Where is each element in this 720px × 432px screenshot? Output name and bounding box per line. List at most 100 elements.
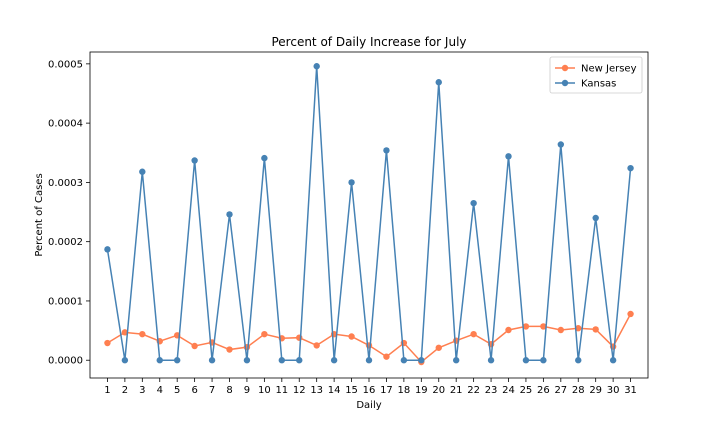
data-point-kansas [313, 63, 320, 70]
x-tick-label: 24 [502, 385, 515, 396]
x-axis-label: Daily [356, 400, 381, 411]
data-point-kansas [435, 79, 442, 86]
x-tick-label: 13 [310, 385, 323, 396]
x-tick-label: 16 [363, 385, 376, 396]
data-point-new-jersey [505, 326, 512, 334]
plot-area: 1 2 3 4 5 6 7 8 9 10 11 12 13 14 15 16 17 18 19 20 21 22 23 24 2… [48, 51, 649, 396]
data-point-kansas [365, 357, 373, 364]
x-tick-label: 28 [572, 385, 585, 396]
x-tick-label: 7 [209, 385, 215, 396]
data-point-kansas [156, 357, 163, 364]
data-point-kansas [400, 357, 408, 364]
data-point-new-jersey [139, 330, 146, 338]
x-tick-label: 19 [415, 385, 428, 396]
data-point-new-jersey [226, 346, 233, 353]
legend-marker-new-jersey [561, 64, 569, 72]
y-tick-label: 0.0004 [48, 119, 83, 130]
x-tick-label: 23 [485, 385, 498, 396]
x-tick-label: 1 [104, 385, 110, 396]
x-tick-label: 8 [226, 385, 232, 396]
data-point-kansas [296, 357, 303, 364]
data-point-new-jersey [348, 333, 355, 340]
data-point-new-jersey [261, 330, 268, 338]
x-tick-label: 22 [467, 385, 480, 396]
data-point-new-jersey [435, 344, 442, 351]
x-tick-label: 17 [380, 385, 393, 396]
x-tick-label: 20 [432, 385, 445, 396]
x-tick-label: 15 [345, 385, 358, 396]
data-point-new-jersey [191, 342, 198, 350]
x-tick-label: 31 [624, 385, 637, 396]
x-tick-label: 26 [537, 385, 550, 396]
data-point-kansas [104, 246, 111, 253]
data-point-kansas [522, 357, 530, 364]
y-tick-label: 0.0003 [48, 178, 83, 189]
data-point-new-jersey [470, 330, 477, 338]
data-point-kansas [592, 214, 599, 222]
y-tick-label: 0.0000 [48, 356, 83, 367]
data-point-new-jersey [575, 325, 582, 332]
x-tick-label: 12 [293, 385, 306, 396]
data-point-kansas [609, 357, 617, 364]
legend: New Jersey Kansas [549, 56, 643, 94]
data-point-new-jersey [104, 339, 111, 347]
data-point-new-jersey [383, 353, 390, 360]
data-point-kansas [243, 357, 251, 364]
x-tick-label: 4 [157, 385, 163, 396]
legend-marker-kansas [561, 79, 569, 87]
data-point-new-jersey [627, 310, 634, 318]
data-point-new-jersey [296, 334, 303, 341]
data-point-kansas [540, 357, 547, 364]
y-tick-label: 0.0001 [48, 296, 83, 307]
x-tick-label: 5 [174, 385, 180, 396]
x-tick-label: 27 [554, 385, 567, 396]
y-tick-label: 0.0005 [48, 59, 83, 70]
data-point-new-jersey [121, 329, 129, 336]
chart-title: Percent of Daily Increase for July [271, 35, 466, 49]
data-point-kansas [139, 168, 146, 175]
x-tick-label: 30 [607, 385, 620, 396]
y-axis-label: Percent of Cases [34, 173, 45, 256]
data-point-new-jersey [522, 323, 530, 330]
data-point-kansas [261, 154, 268, 162]
x-tick-label: 25 [520, 385, 533, 396]
data-point-kansas [575, 357, 582, 364]
data-point-kansas [208, 357, 216, 364]
x-tick-label: 3 [139, 385, 145, 396]
data-point-kansas [348, 179, 355, 186]
data-point-kansas [383, 147, 390, 154]
data-point-new-jersey [557, 326, 565, 334]
legend-label-kansas: Kansas [581, 79, 616, 90]
data-point-new-jersey [592, 326, 599, 333]
data-point-kansas [452, 357, 460, 364]
data-point-new-jersey [313, 342, 320, 349]
data-point-kansas [487, 357, 495, 364]
data-point-kansas [173, 357, 181, 364]
x-tick-label: 10 [258, 385, 271, 396]
x-tick-label: 11 [275, 385, 288, 396]
series-line-kansas [106, 66, 632, 361]
data-point-kansas [278, 357, 286, 364]
data-point-kansas [418, 357, 425, 364]
data-point-kansas [470, 199, 477, 207]
x-tick-label: 2 [122, 385, 128, 396]
x-tick-label: 29 [589, 385, 602, 396]
x-tick-label: 21 [450, 385, 463, 396]
x-tick-label: 9 [244, 385, 250, 396]
x-tick-label: 6 [191, 385, 197, 396]
data-point-kansas [226, 211, 233, 218]
y-tick-label: 0.0002 [48, 237, 83, 248]
x-tick-label: 14 [328, 385, 341, 396]
legend-label-new-jersey: New Jersey [581, 64, 637, 75]
data-point-new-jersey [540, 323, 547, 330]
legend-box [549, 56, 643, 94]
data-point-kansas [505, 153, 512, 160]
data-point-kansas [191, 157, 198, 164]
data-point-kansas [121, 357, 129, 364]
data-point-kansas [330, 357, 338, 364]
data-point-kansas [557, 141, 565, 148]
x-tick-label: 18 [398, 385, 411, 396]
data-point-kansas [627, 164, 634, 172]
